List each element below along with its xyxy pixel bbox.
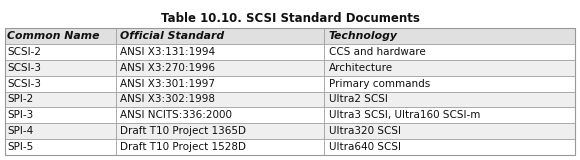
Text: Ultra320 SCSI: Ultra320 SCSI [329,126,401,136]
Bar [116,139,324,155]
Bar [116,28,324,44]
Text: Common Name: Common Name [7,31,100,41]
Bar [5,139,116,155]
Text: Architecture: Architecture [329,63,393,73]
Bar [324,92,575,107]
Text: SCSI-2: SCSI-2 [7,47,41,57]
Bar [5,44,116,60]
Bar [116,76,324,92]
Text: Draft T10 Project 1365D: Draft T10 Project 1365D [120,126,246,136]
Bar [5,92,116,107]
Bar [116,60,324,76]
Bar [324,60,575,76]
Bar [324,123,575,139]
Text: Official Standard: Official Standard [120,31,224,41]
Bar [5,60,116,76]
Bar [324,139,575,155]
Text: ANSI X3:302:1998: ANSI X3:302:1998 [120,94,215,104]
Text: Draft T10 Project 1528D: Draft T10 Project 1528D [120,142,246,152]
Bar [324,28,575,44]
Bar [5,76,116,92]
Bar [116,107,324,123]
Bar [5,28,116,44]
Text: Ultra3 SCSI, Ultra160 SCSI-m: Ultra3 SCSI, Ultra160 SCSI-m [329,110,480,120]
Text: ANSI X3:301:1997: ANSI X3:301:1997 [120,79,215,89]
Bar [324,107,575,123]
Bar [116,92,324,107]
Text: SCSI-3: SCSI-3 [7,79,41,89]
Text: Table 10.10. SCSI Standard Documents: Table 10.10. SCSI Standard Documents [161,12,419,25]
Text: Technology: Technology [329,31,398,41]
Bar [5,28,575,155]
Bar [5,123,116,139]
Text: Ultra640 SCSI: Ultra640 SCSI [329,142,401,152]
Bar [116,123,324,139]
Text: SPI-2: SPI-2 [7,94,33,104]
Text: Ultra2 SCSI: Ultra2 SCSI [329,94,387,104]
Text: Primary commands: Primary commands [329,79,430,89]
Bar [324,76,575,92]
Text: ANSI X3:131:1994: ANSI X3:131:1994 [120,47,215,57]
Text: ANSI X3:270:1996: ANSI X3:270:1996 [120,63,215,73]
Text: SCSI-3: SCSI-3 [7,63,41,73]
Bar [5,107,116,123]
Text: SPI-3: SPI-3 [7,110,33,120]
Bar [324,44,575,60]
Text: SPI-5: SPI-5 [7,142,33,152]
Text: CCS and hardware: CCS and hardware [329,47,426,57]
Text: ANSI NCITS:336:2000: ANSI NCITS:336:2000 [120,110,232,120]
Bar [116,44,324,60]
Text: SPI-4: SPI-4 [7,126,33,136]
